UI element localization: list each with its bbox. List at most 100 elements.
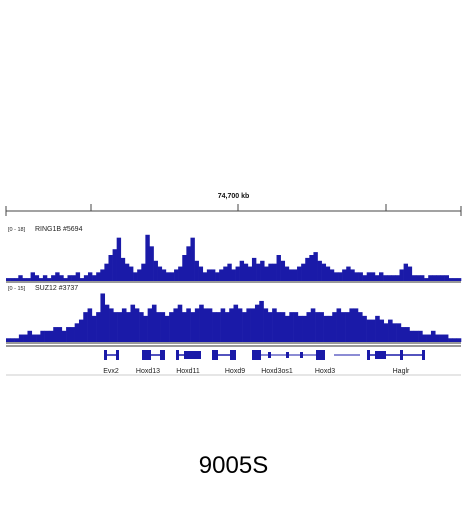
coverage-bar <box>440 275 445 281</box>
coverage-bar <box>48 330 54 342</box>
coverage-bar <box>259 300 264 342</box>
coverage-bar <box>74 323 80 342</box>
gene-exon <box>252 350 261 360</box>
track-range-label: [0 - 18] <box>8 227 26 233</box>
coverage-bar <box>246 308 251 342</box>
coverage-bar <box>452 338 458 342</box>
gene-label: Haglr <box>393 368 410 375</box>
coverage-bar <box>243 263 249 281</box>
coverage-bar <box>396 323 402 342</box>
coverage-bar <box>323 315 329 342</box>
coverage-bar <box>161 269 167 281</box>
coverage-bar <box>169 272 175 281</box>
coverage-bar <box>59 275 64 281</box>
coverage-bar <box>409 330 415 342</box>
coverage-bar <box>325 266 331 281</box>
coverage-bar <box>379 319 385 342</box>
coverage-bar <box>51 275 56 281</box>
coverage-bar <box>366 272 372 281</box>
coverage-bar <box>383 323 389 342</box>
coverage-bar <box>353 308 359 342</box>
coverage-bar <box>424 278 429 281</box>
coverage-bar <box>392 323 397 342</box>
coverage-bar <box>79 278 85 281</box>
coverage-bar <box>10 278 15 281</box>
coverage-bar <box>289 312 294 342</box>
coverage-bar <box>207 308 213 342</box>
coverage-bar <box>10 338 15 342</box>
coverage-bar <box>435 334 440 342</box>
coverage-bar <box>53 327 58 342</box>
coverage-bar <box>391 275 396 281</box>
coverage-bar <box>117 312 123 342</box>
coverage-bar <box>23 334 28 342</box>
coverage-bar <box>61 330 67 342</box>
coverage-bar <box>399 269 404 281</box>
coverage-bar <box>210 269 216 281</box>
coverage-bar <box>134 308 140 342</box>
coverage-bar <box>349 308 354 342</box>
coverage-bar <box>263 308 269 342</box>
coverage-bar <box>96 312 101 342</box>
coverage-bar <box>137 269 142 281</box>
coverage-bar <box>224 312 230 342</box>
coverage-bar <box>6 338 11 342</box>
coverage-bar <box>448 278 454 281</box>
gene-label: Hoxd3os1 <box>261 368 293 375</box>
coverage-bar <box>309 255 314 281</box>
coverage-bar <box>186 246 191 281</box>
coverage-bar <box>388 319 393 342</box>
coverage-bar <box>57 327 63 342</box>
coverage-bar <box>264 266 269 281</box>
coverage-bar <box>198 266 204 281</box>
coverage-bar <box>317 260 322 281</box>
coverage-bar <box>302 315 307 342</box>
coverage-bar <box>14 278 19 281</box>
coverage-bar <box>66 327 71 342</box>
coverage-bar <box>220 308 226 342</box>
coverage-bar <box>315 312 320 342</box>
coverage-bar <box>174 269 179 281</box>
coverage-bar <box>288 269 294 281</box>
coverage-bar <box>456 338 462 342</box>
coverage-bar <box>415 275 421 281</box>
coverage-bar <box>91 315 97 342</box>
coverage-bar <box>202 272 208 281</box>
coverage-bar <box>346 266 351 281</box>
coverage-bar <box>67 275 72 281</box>
product-code-caption: 9005S <box>198 452 269 479</box>
coverage-bar <box>370 272 376 281</box>
coverage-bar <box>430 330 436 342</box>
coverage-bar <box>276 255 281 281</box>
coverage-bar <box>178 266 183 281</box>
coverage-bar <box>272 263 277 281</box>
gene-label: Hoxd11 <box>176 368 200 375</box>
coverage-bar <box>452 278 458 281</box>
coverage-bar <box>254 304 260 342</box>
coverage-bar <box>306 312 312 342</box>
coverage-bar <box>229 308 234 342</box>
coverage-bar <box>428 275 433 281</box>
gene-exon <box>375 351 386 359</box>
coverage-bar <box>215 272 220 281</box>
coverage-bar <box>268 263 273 281</box>
coverage-bar <box>345 312 350 342</box>
gene-exon <box>316 350 325 360</box>
coverage-bar <box>338 272 343 281</box>
coverage-bar <box>149 246 154 281</box>
coverage-bar <box>108 255 113 281</box>
coverage-bar <box>87 308 93 342</box>
gene-exon <box>422 350 425 360</box>
gene-exon <box>230 350 236 360</box>
gene-labels: Evx2 Hoxd13 Hoxd11 Hoxd9 Hoxd3os1 Hoxd3 … <box>103 368 410 375</box>
coverage-bar <box>133 272 138 281</box>
gene-label: Hoxd13 <box>136 368 160 375</box>
coverage-bar <box>83 312 88 342</box>
gene-exon <box>116 350 119 360</box>
coverage-bar <box>301 263 306 281</box>
coverage-bar <box>128 266 134 281</box>
coverage-bar <box>285 315 290 342</box>
coverage-bar <box>109 308 114 342</box>
coverage-bar <box>233 304 239 342</box>
coverage-bar <box>411 275 417 281</box>
